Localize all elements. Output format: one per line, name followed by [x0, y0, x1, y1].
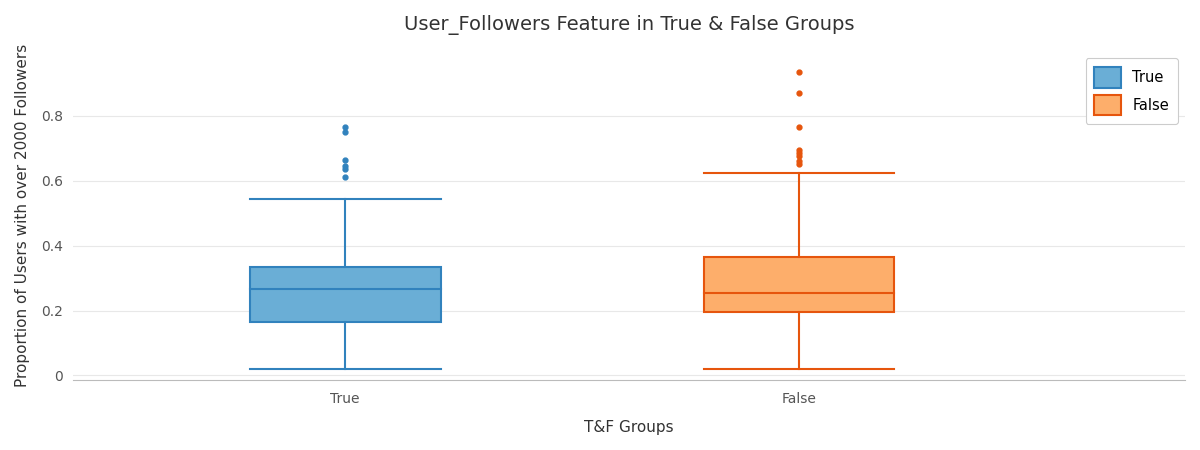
Bar: [250, 267, 440, 322]
Y-axis label: Proportion of Users with over 2000 Followers: Proportion of Users with over 2000 Follo…: [16, 44, 30, 387]
Legend: True, False: True, False: [1086, 58, 1177, 124]
Bar: [704, 257, 894, 312]
Title: User_Followers Feature in True & False Groups: User_Followers Feature in True & False G…: [403, 15, 854, 35]
X-axis label: T&F Groups: T&F Groups: [584, 420, 673, 435]
